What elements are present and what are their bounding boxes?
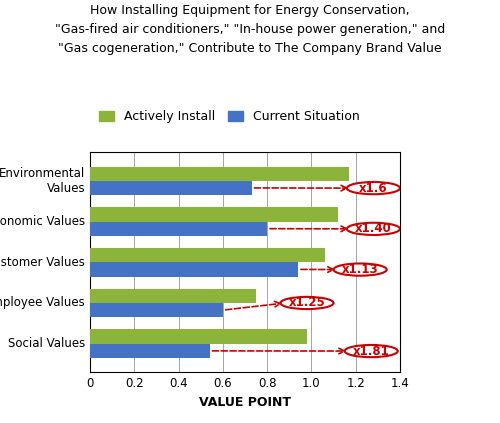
Ellipse shape [347,182,400,194]
Text: x1.25: x1.25 [288,297,326,310]
Bar [90,222,267,236]
Text: "Gas-fired air conditioners," "In-house power generation," and: "Gas-fired air conditioners," "In-house … [55,23,445,36]
Text: "Gas cogeneration," Contribute to The Company Brand Value: "Gas cogeneration," Contribute to The Co… [58,42,442,55]
Text: x1.81: x1.81 [353,345,390,357]
Bar [90,289,256,303]
Bar [90,262,298,277]
Bar [90,167,349,181]
Legend: Actively Install, Current Situation: Actively Install, Current Situation [94,105,365,129]
Bar [90,303,223,317]
Bar [90,207,338,222]
Bar [90,248,324,262]
Text: How Installing Equipment for Energy Conservation,: How Installing Equipment for Energy Cons… [90,4,410,17]
X-axis label: VALUE POINT: VALUE POINT [199,396,291,409]
Text: x1.6: x1.6 [359,181,388,195]
Bar [90,344,210,358]
Bar [90,330,307,344]
Ellipse shape [344,345,398,357]
Ellipse shape [280,297,334,309]
Bar [90,181,252,195]
Ellipse shape [347,223,400,235]
Text: x1.13: x1.13 [342,263,378,276]
Text: x1.40: x1.40 [355,222,392,235]
Ellipse shape [334,264,386,276]
